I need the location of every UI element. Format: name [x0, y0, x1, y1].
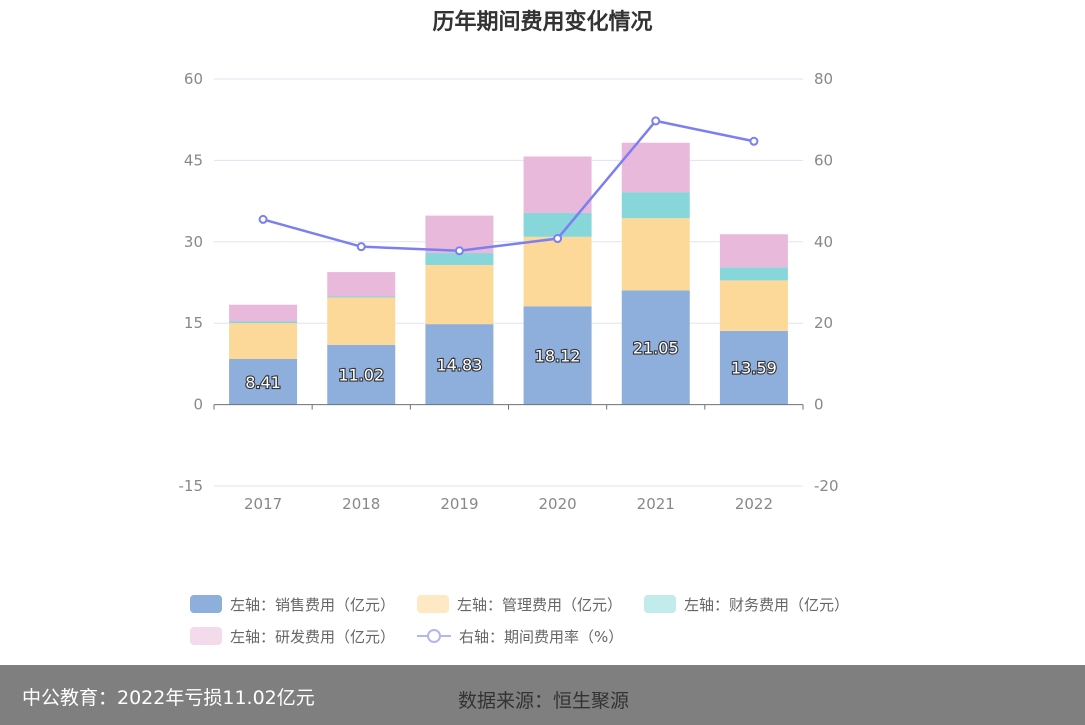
- line-circle-icon: [417, 629, 452, 643]
- right-axis-tick-label: 0: [814, 396, 824, 414]
- bar-segment: [229, 304, 298, 322]
- bar-segment: [523, 236, 592, 307]
- bar-segment: [523, 212, 592, 237]
- data-labels: 8.41 11.02 14.83 18.12 21.05 13.59: [244, 337, 778, 392]
- right-axis-tick-label: 80: [814, 70, 833, 88]
- legend-item-admin[interactable]: 左轴：管理费用（亿元）: [417, 594, 622, 615]
- bar-segment: [719, 280, 788, 331]
- rate-line-path: [262, 119, 755, 253]
- x-axis-tick-label: 2021: [637, 495, 675, 513]
- bar-segment: [523, 306, 592, 405]
- x-axis-tick-label: 2017: [244, 495, 282, 513]
- right-axis-tick-label: 60: [814, 151, 833, 169]
- right-axis-tick-label: 40: [814, 233, 833, 251]
- rate-line-point: [651, 116, 661, 126]
- legend-item-sales[interactable]: 左轴：销售费用（亿元）: [190, 594, 395, 615]
- bar-segment: [327, 296, 396, 298]
- axes: -15 0 15 30 45 60 -20 0 20 40 60 80 2017 2018 2019 2020…: [179, 70, 839, 513]
- bar-segment: [621, 290, 690, 405]
- x-axis-tick-label: 2019: [440, 495, 478, 513]
- left-axis-tick-label: -15: [179, 477, 204, 495]
- bar-segment: [327, 344, 396, 405]
- legend-swatch-rnd: [190, 627, 222, 645]
- bar-segment: [719, 267, 788, 281]
- left-axis-tick-label: 45: [184, 151, 203, 169]
- x-axis-tick-label: 2022: [735, 495, 773, 513]
- bar-segment: [621, 218, 690, 291]
- bar-segment: [327, 272, 396, 297]
- legend-label: 左轴：销售费用（亿元）: [230, 595, 396, 614]
- bar-segment: [229, 358, 298, 405]
- bar-segment: [621, 142, 690, 193]
- rate-line-point: [356, 242, 366, 252]
- legend-item-finance[interactable]: 左轴：财务费用（亿元）: [644, 594, 849, 615]
- bar-data-label: 14.83: [437, 355, 483, 374]
- x-axis-tick-label: 2020: [538, 495, 576, 513]
- rate-line: [258, 116, 759, 256]
- bar-data-label: 8.41: [245, 373, 281, 392]
- bar-segment: [425, 264, 494, 325]
- rate-line-point: [258, 214, 268, 224]
- bar-segment: [229, 323, 298, 359]
- rate-line-point: [454, 246, 464, 256]
- bar-segment: [327, 297, 396, 345]
- bar-segment: [425, 324, 494, 405]
- bar-segment: [425, 253, 494, 265]
- bar-segment: [229, 321, 298, 324]
- left-axis-tick-label: 0: [193, 396, 203, 414]
- bar-segment: [523, 156, 592, 213]
- legend-item-rnd[interactable]: 左轴：研发费用（亿元）: [190, 626, 395, 647]
- rate-line-point: [553, 234, 563, 244]
- legend-swatch-admin: [417, 595, 450, 613]
- left-axis-tick-label: 60: [184, 70, 203, 88]
- legend: 左轴：销售费用（亿元） 左轴：管理费用（亿元） 左轴：财务费用（亿元） 左轴：研…: [190, 588, 910, 652]
- legend-label: 左轴：管理费用（亿元）: [457, 595, 623, 614]
- grid-lines: [214, 78, 803, 487]
- footer-headline: 中公教育：2022年亏损11.02亿元: [22, 687, 315, 709]
- right-axis-tick-label: 20: [814, 314, 833, 332]
- x-axis-tick-label: 2018: [342, 495, 380, 513]
- chart-title: 历年期间费用变化情况: [432, 10, 653, 35]
- legend-item-rate[interactable]: 右轴：期间费用率（%）: [417, 626, 623, 647]
- bar-segment: [719, 330, 788, 405]
- bars: [229, 142, 788, 405]
- chart: 8.41 11.02 14.83 18.12 21.05 13.59 -15 0 15 30 45…: [179, 70, 839, 513]
- bar-data-label: 11.02: [338, 366, 384, 385]
- bar-data-label: 18.12: [535, 346, 581, 365]
- bar-segment: [719, 234, 788, 268]
- right-axis-tick-label: -20: [814, 477, 839, 495]
- bar-data-label: 13.59: [731, 359, 777, 378]
- footer-source: 数据来源：恒生聚源: [458, 690, 630, 712]
- bar-data-label: 21.05: [633, 338, 679, 357]
- rate-line-point: [749, 136, 759, 146]
- bar-segment: [621, 192, 690, 219]
- legend-swatch-finance: [644, 595, 677, 613]
- footer-bar: 中公教育：2022年亏损11.02亿元 数据来源：恒生聚源: [0, 665, 1085, 725]
- legend-label: 左轴：财务费用（亿元）: [684, 595, 850, 614]
- legend-label: 右轴：期间费用率（%）: [459, 627, 624, 646]
- legend-swatch-sales: [190, 595, 222, 613]
- left-axis-tick-label: 30: [184, 233, 203, 251]
- left-axis-tick-label: 15: [184, 314, 203, 332]
- legend-label: 左轴：研发费用（亿元）: [230, 627, 396, 646]
